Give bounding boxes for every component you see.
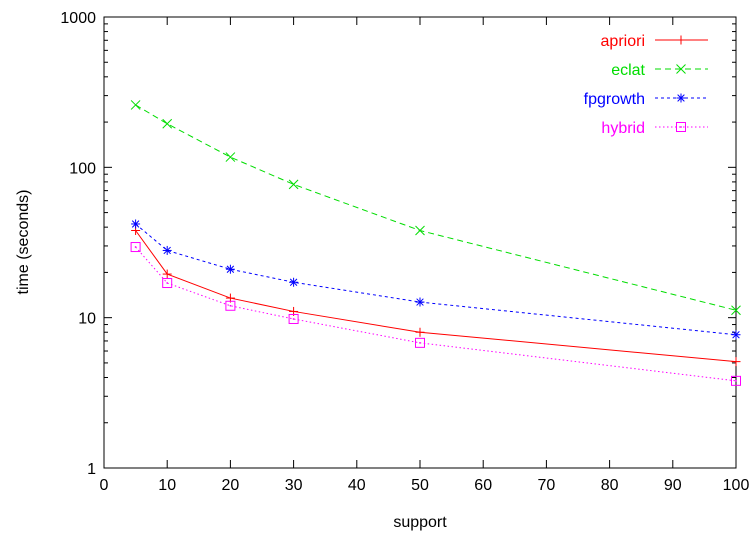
x-axis: 0 10 20 30 40 50 60 70 80 90 100	[100, 17, 750, 494]
legend-label: apriori	[601, 33, 645, 50]
point-marker	[731, 375, 741, 386]
x-tick-label: 0	[100, 477, 109, 494]
point-marker	[676, 93, 686, 103]
point-marker	[225, 264, 235, 274]
point-marker	[288, 179, 299, 190]
y-axis: 1 10 100 1000	[60, 10, 736, 478]
series-line	[135, 104, 737, 311]
series-hybrid	[130, 242, 741, 386]
point-marker	[731, 330, 741, 340]
series-apriori	[131, 226, 741, 367]
point-marker	[130, 100, 141, 110]
point-marker	[415, 225, 425, 236]
series-line	[135, 246, 737, 382]
y-axis-label: time (seconds)	[15, 190, 32, 295]
x-tick-label: 30	[285, 477, 303, 494]
x-tick-label: 60	[474, 477, 492, 494]
point-marker	[415, 327, 425, 337]
point-marker	[162, 278, 173, 289]
point-marker	[162, 269, 172, 279]
point-marker	[415, 337, 425, 348]
legend: apriori eclat fpgrowth hybrid	[584, 33, 708, 137]
x-tick-label: 50	[411, 477, 429, 494]
point-marker	[676, 35, 686, 45]
point-marker	[289, 277, 299, 287]
x-tick-label: 100	[723, 477, 750, 494]
series-layer	[130, 100, 741, 386]
plot-frame	[103, 16, 737, 469]
x-tick-label: 20	[222, 477, 240, 494]
point-marker	[225, 300, 236, 311]
y-tick-label: 1000	[60, 10, 96, 27]
point-marker	[162, 118, 173, 129]
point-marker	[162, 245, 172, 255]
y-tick-label: 10	[78, 311, 96, 328]
point-marker	[676, 64, 686, 74]
x-tick-label: 10	[158, 477, 176, 494]
legend-label: fpgrowth	[584, 91, 645, 108]
x-tick-label: 80	[601, 477, 619, 494]
point-marker	[130, 242, 141, 253]
y-tick-label: 100	[69, 160, 96, 177]
point-marker	[731, 357, 741, 367]
point-marker	[676, 122, 686, 132]
series-eclat	[130, 100, 741, 316]
x-axis-label: support	[393, 514, 447, 531]
point-marker	[131, 219, 141, 229]
point-marker	[731, 305, 741, 316]
point-marker	[288, 313, 299, 324]
point-marker	[225, 152, 236, 162]
legend-label: hybrid	[601, 120, 645, 137]
x-tick-label: 90	[664, 477, 682, 494]
legend-label: eclat	[611, 62, 645, 79]
point-marker	[415, 297, 425, 307]
series-line	[135, 223, 737, 336]
series-fpgrowth	[131, 219, 741, 340]
x-tick-label: 70	[538, 477, 556, 494]
y-tick-label: 1	[87, 461, 96, 478]
series-line	[135, 230, 737, 363]
x-tick-label: 40	[348, 477, 366, 494]
